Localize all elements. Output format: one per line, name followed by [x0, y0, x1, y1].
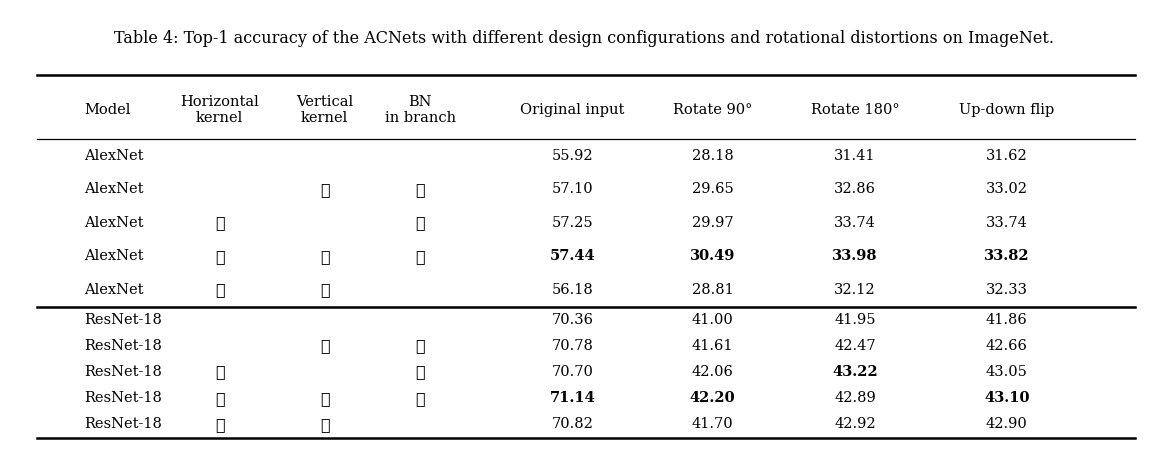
- Text: 29.97: 29.97: [691, 216, 734, 230]
- Text: ResNet-18: ResNet-18: [84, 418, 162, 432]
- Text: 42.89: 42.89: [834, 391, 876, 405]
- Text: 70.82: 70.82: [551, 418, 593, 432]
- Text: 32.86: 32.86: [834, 182, 876, 196]
- Text: 43.05: 43.05: [986, 365, 1028, 379]
- Text: ✓: ✓: [215, 281, 224, 298]
- Text: 41.95: 41.95: [834, 313, 876, 326]
- Text: 70.36: 70.36: [551, 313, 593, 326]
- Text: 33.82: 33.82: [983, 249, 1030, 263]
- Text: ✓: ✓: [416, 214, 425, 231]
- Text: ResNet-18: ResNet-18: [84, 391, 162, 405]
- Text: ✓: ✓: [416, 181, 425, 198]
- Text: ✓: ✓: [215, 363, 224, 381]
- Text: 41.00: 41.00: [691, 313, 734, 326]
- Text: 42.06: 42.06: [691, 365, 734, 379]
- Text: ResNet-18: ResNet-18: [84, 313, 162, 326]
- Text: 56.18: 56.18: [551, 283, 593, 297]
- Text: 31.62: 31.62: [986, 149, 1028, 163]
- Text: 32.12: 32.12: [834, 283, 876, 297]
- Text: 57.44: 57.44: [549, 249, 596, 263]
- Text: 33.02: 33.02: [986, 182, 1028, 196]
- Text: ✓: ✓: [416, 390, 425, 407]
- Text: ✓: ✓: [416, 338, 425, 354]
- Text: 70.70: 70.70: [551, 365, 593, 379]
- Text: AlexNet: AlexNet: [84, 182, 144, 196]
- Text: Up-down flip: Up-down flip: [959, 103, 1055, 117]
- Text: 32.33: 32.33: [986, 283, 1028, 297]
- Text: 42.90: 42.90: [986, 418, 1028, 432]
- Text: 41.61: 41.61: [691, 339, 734, 353]
- Text: 71.14: 71.14: [549, 391, 596, 405]
- Text: BN
in branch: BN in branch: [385, 95, 456, 125]
- Text: ✓: ✓: [320, 181, 329, 198]
- Text: ✓: ✓: [416, 363, 425, 381]
- Text: Rotate 90°: Rotate 90°: [673, 103, 752, 117]
- Text: 43.10: 43.10: [985, 391, 1029, 405]
- Text: Horizontal
kernel: Horizontal kernel: [180, 95, 259, 125]
- Text: AlexNet: AlexNet: [84, 216, 144, 230]
- Text: 55.92: 55.92: [551, 149, 593, 163]
- Text: 29.65: 29.65: [691, 182, 734, 196]
- Text: 33.98: 33.98: [833, 249, 877, 263]
- Text: Table 4: Top-1 accuracy of the ACNets with different design configurations and r: Table 4: Top-1 accuracy of the ACNets wi…: [114, 30, 1054, 47]
- Text: ✓: ✓: [320, 281, 329, 298]
- Text: ✓: ✓: [320, 248, 329, 265]
- Text: 42.92: 42.92: [834, 418, 876, 432]
- Text: 33.74: 33.74: [986, 216, 1028, 230]
- Text: 43.22: 43.22: [832, 365, 878, 379]
- Text: 57.10: 57.10: [551, 182, 593, 196]
- Text: ✓: ✓: [320, 338, 329, 354]
- Text: AlexNet: AlexNet: [84, 283, 144, 297]
- Text: 28.18: 28.18: [691, 149, 734, 163]
- Text: ✓: ✓: [215, 416, 224, 433]
- Text: 33.74: 33.74: [834, 216, 876, 230]
- Text: AlexNet: AlexNet: [84, 249, 144, 263]
- Text: ✓: ✓: [320, 416, 329, 433]
- Text: 41.86: 41.86: [986, 313, 1028, 326]
- Text: ✓: ✓: [215, 214, 224, 231]
- Text: 41.70: 41.70: [691, 418, 734, 432]
- Text: ✓: ✓: [320, 390, 329, 407]
- Text: 30.49: 30.49: [690, 249, 735, 263]
- Text: 28.81: 28.81: [691, 283, 734, 297]
- Text: ✓: ✓: [215, 248, 224, 265]
- Text: 42.47: 42.47: [834, 339, 876, 353]
- Text: 70.78: 70.78: [551, 339, 593, 353]
- Text: ResNet-18: ResNet-18: [84, 339, 162, 353]
- Text: ResNet-18: ResNet-18: [84, 365, 162, 379]
- Text: Model: Model: [84, 103, 131, 117]
- Text: Vertical
kernel: Vertical kernel: [297, 95, 353, 125]
- Text: ✓: ✓: [416, 248, 425, 265]
- Text: ✓: ✓: [215, 390, 224, 407]
- Text: AlexNet: AlexNet: [84, 149, 144, 163]
- Text: 42.66: 42.66: [986, 339, 1028, 353]
- Text: 42.20: 42.20: [689, 391, 736, 405]
- Text: Original input: Original input: [520, 103, 625, 117]
- Text: Rotate 180°: Rotate 180°: [811, 103, 899, 117]
- Text: 31.41: 31.41: [834, 149, 876, 163]
- Text: 57.25: 57.25: [551, 216, 593, 230]
